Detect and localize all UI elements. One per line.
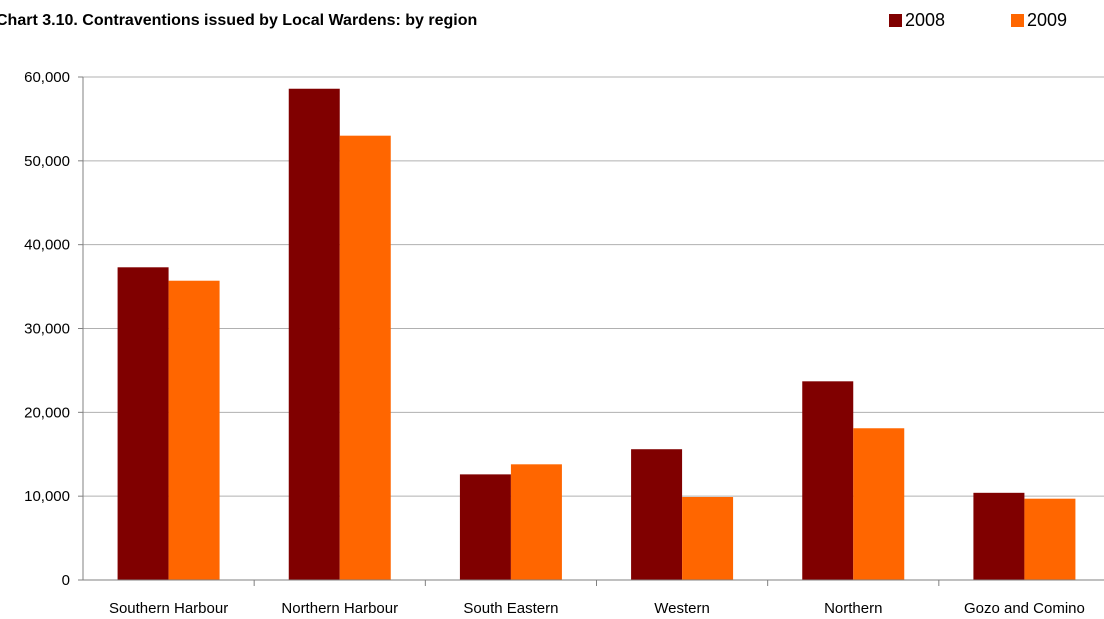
bars xyxy=(117,88,1076,580)
bar-2008-southern-harbour xyxy=(117,267,169,580)
bar-2009-southern-harbour xyxy=(168,280,220,580)
y-tick-label: 50,000 xyxy=(24,153,70,170)
bar-2008-northern-harbour xyxy=(288,88,340,580)
axes xyxy=(78,76,1104,586)
chart-title: Chart 3.10. Contraventions issued by Loc… xyxy=(0,12,478,29)
labels: 0 10,000 20,000 30,000 40,000 50,000 60,000 Sou… xyxy=(24,69,1085,617)
x-tick-label: Southern Harbour xyxy=(109,600,228,617)
x-tick-label: Northern Harbour xyxy=(281,600,398,617)
legend: 2008 2009 xyxy=(889,10,1104,31)
y-tick-label: 40,000 xyxy=(24,237,70,254)
y-tick-label: 0 xyxy=(62,572,70,589)
bar-2009-south-eastern xyxy=(510,464,562,580)
x-tick-label: Northern xyxy=(824,600,882,617)
x-tick-label: South Eastern xyxy=(463,600,558,617)
y-tick-label: 30,000 xyxy=(24,321,70,338)
y-tick-label: 60,000 xyxy=(24,69,70,86)
legend-swatch-2008 xyxy=(889,14,902,27)
gridlines xyxy=(83,76,1104,497)
bar-2009-northern xyxy=(853,428,905,580)
legend-item-2008: 2008 xyxy=(889,10,1011,31)
legend-item-2009: 2009 xyxy=(1011,10,1104,31)
legend-label-2008: 2008 xyxy=(905,10,946,30)
x-tick-label: Gozo and Comino xyxy=(964,600,1085,617)
legend-label-2009: 2009 xyxy=(1027,10,1068,30)
legend-swatch-2009 xyxy=(1011,14,1024,27)
y-tick-label: 10,000 xyxy=(24,488,70,505)
bar-2009-western xyxy=(682,497,734,580)
bar-2008-northern xyxy=(802,381,854,580)
bar-2008-gozo-and-comino xyxy=(973,492,1025,580)
bar-2008-south-eastern xyxy=(459,474,511,580)
bar-2008-western xyxy=(631,449,683,580)
bar-2009-northern-harbour xyxy=(339,135,391,580)
y-tick-label: 20,000 xyxy=(24,404,70,421)
bar-2009-gozo-and-comino xyxy=(1024,498,1076,580)
x-tick-label: Western xyxy=(654,600,710,617)
